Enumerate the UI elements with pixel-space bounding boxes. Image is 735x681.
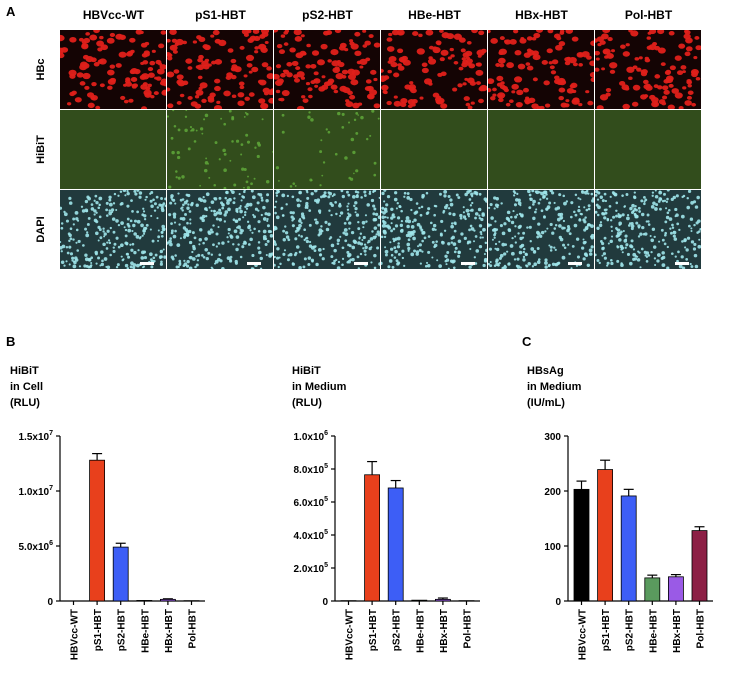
chart-hibit-in-cell: HiBiT in Cell (RLU) 0 5.0x106 1.0x107 1.5x107 H… [10, 365, 205, 660]
x-tick-label-hbe-hbt: HBe-HBT [415, 609, 426, 653]
x-tick-label-pol-hbt: Pol-HBT [463, 609, 474, 648]
bar-hbvcc-wt [573, 488, 590, 602]
micrograph-dapi-hbe-hbt [381, 190, 487, 269]
column-label-hbe-hbt: HBe-HBT [408, 8, 461, 22]
y-axis-label-line: (IU/mL) [527, 397, 565, 409]
row-label-hbc: HBc [35, 58, 47, 80]
bar-pol-hbt [691, 530, 708, 602]
micrograph-hbc-hbe-hbt [381, 30, 487, 109]
scale-bar [140, 262, 154, 265]
chart-hbsag-in-medium: HBsAg in Medium (IU/mL) 0 100 200 300 HBVcc-WT p… [527, 365, 713, 660]
x-tick-label-ps2-hbt: pS2-HBT [117, 609, 128, 651]
micrograph-hibit-hbvcc-wt [60, 110, 166, 189]
micrograph-dapi-ps2-hbt [274, 190, 380, 269]
scale-bar [675, 262, 689, 265]
y-tick-label: 0 [47, 597, 53, 608]
column-label-hbx-hbt: HBx-HBT [515, 8, 568, 22]
y-tick-label: 1.0x107 [19, 485, 54, 498]
y-axis-label-line: in Cell [10, 381, 43, 393]
column-label-hbvcc-wt: HBVcc-WT [83, 8, 145, 22]
micrograph-dapi-hbvcc-wt [60, 190, 166, 269]
row-label-hibit: HiBiT [35, 135, 47, 164]
micrograph-hbc-hbvcc-wt [60, 30, 166, 109]
row-label-dapi: DAPI [35, 216, 47, 242]
micrograph-hbc-ps1-hbt [167, 30, 273, 109]
micrograph-hibit-ps1-hbt [167, 110, 273, 189]
x-tick-label-ps1-hbt: pS1-HBT [601, 609, 612, 651]
scale-bar [568, 262, 582, 265]
x-tick-label-ps2-hbt: pS2-HBT [392, 609, 403, 651]
micrograph-hibit-hbx-hbt [488, 110, 594, 189]
chart-hibit-in-medium: HiBiT in Medium (RLU) 0 2.0x105 4.0x105 6.0x10… [292, 365, 480, 660]
y-axis-label-line: (RLU) [292, 397, 322, 409]
y-axis-label-line: in Medium [292, 381, 347, 393]
panel-label-b: B [6, 334, 15, 349]
panel-label-c: C [522, 334, 532, 349]
x-tick-label-ps1-hbt: pS1-HBT [368, 609, 379, 651]
y-tick-label: 4.0x105 [294, 529, 329, 542]
panel-label-a: A [6, 4, 16, 19]
bar-hbe-hbt [411, 599, 428, 602]
x-tick-label-pol-hbt: Pol-HBT [696, 609, 707, 648]
x-tick-label-hbx-hbt: HBx-HBT [439, 609, 450, 653]
y-axis-label-line: in Medium [527, 381, 582, 393]
x-tick-label-hbvcc-wt: HBVcc-WT [70, 609, 81, 660]
x-tick-label-hbe-hbt: HBe-HBT [140, 609, 151, 653]
column-label-ps1-hbt: pS1-HBT [195, 8, 246, 22]
x-tick-label-hbvcc-wt: HBVcc-WT [345, 609, 356, 660]
bar-ps1-hbt [597, 469, 613, 602]
y-axis-label-line: HBsAg [527, 365, 564, 377]
y-tick-label: 5.0x106 [19, 540, 54, 553]
bar-ps1-hbt [89, 459, 105, 602]
x-tick-label-ps1-hbt: pS1-HBT [93, 609, 104, 651]
x-tick-label-hbx-hbt: HBx-HBT [672, 609, 683, 653]
bar-hbx-hbt [159, 598, 176, 602]
bar-ps2-hbt [620, 495, 637, 602]
bar-ps1-hbt [364, 474, 381, 602]
y-tick-label: 1.0x106 [294, 430, 329, 443]
y-axis-label-line: HiBiT [292, 365, 321, 377]
y-tick-label: 300 [544, 432, 561, 443]
y-tick-label: 0 [322, 597, 328, 608]
y-axis-label-line: (RLU) [10, 397, 40, 409]
x-tick-label-hbx-hbt: HBx-HBT [164, 609, 175, 653]
micrograph-hibit-ps2-hbt [274, 110, 380, 189]
bar-hbx-hbt [434, 598, 451, 602]
micrograph-dapi-pol-hbt [595, 190, 701, 269]
micrograph-hibit-hbe-hbt [381, 110, 487, 189]
micrograph-hbc-pol-hbt [595, 30, 701, 109]
scale-bar [461, 262, 475, 265]
y-tick-label: 200 [544, 487, 561, 498]
y-tick-label: 2.0x105 [294, 562, 329, 575]
y-tick-label: 8.0x105 [294, 463, 329, 476]
x-tick-label-pol-hbt: Pol-HBT [188, 609, 199, 648]
x-tick-label-hbvcc-wt: HBVcc-WT [578, 609, 589, 660]
bar-hbe-hbt [136, 600, 153, 602]
bar-hbe-hbt [644, 577, 661, 602]
scale-bar [354, 262, 368, 265]
micrograph-hbc-ps2-hbt [274, 30, 380, 109]
column-label-ps2-hbt: pS2-HBT [302, 8, 353, 22]
microscopy-grid: HBVcc-WT pS1-HBT pS2-HBT HBe-HBT HBx-HBT Pol-… [35, 8, 701, 269]
bar-hbx-hbt [668, 576, 684, 602]
micrograph-hbc-hbx-hbt [488, 30, 594, 109]
y-tick-label: 6.0x105 [294, 496, 329, 509]
column-label-pol-hbt: Pol-HBT [625, 8, 673, 22]
scale-bar [247, 262, 261, 265]
x-tick-label-ps2-hbt: pS2-HBT [625, 609, 636, 651]
y-tick-label: 100 [544, 542, 561, 553]
micrograph-dapi-ps1-hbt [167, 190, 273, 269]
y-axis-label-line: HiBiT [10, 365, 39, 377]
x-tick-label-hbe-hbt: HBe-HBT [648, 609, 659, 653]
bar-ps2-hbt [112, 546, 129, 602]
bar-ps2-hbt [387, 487, 404, 602]
micrograph-hibit-pol-hbt [595, 110, 701, 189]
y-tick-label: 0 [555, 597, 561, 608]
micrograph-dapi-hbx-hbt [488, 190, 594, 269]
y-tick-label: 1.5x107 [19, 430, 54, 443]
